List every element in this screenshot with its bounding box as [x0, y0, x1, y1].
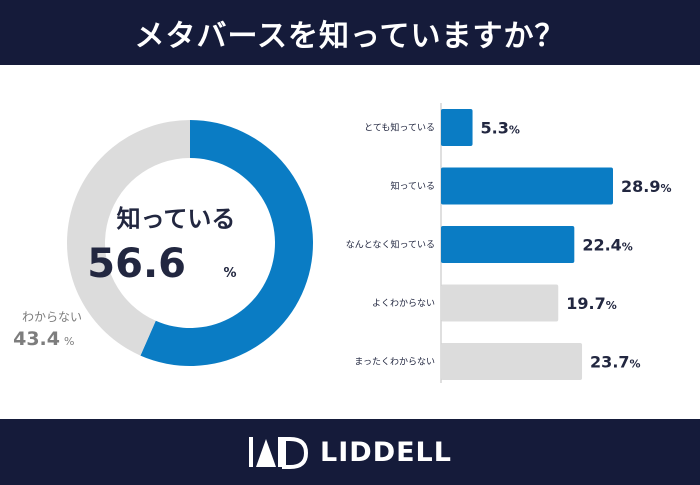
- bar-category-label: 知っている: [390, 180, 435, 192]
- bar-5: [441, 343, 583, 380]
- chart-title-bar: メタバースを知っていますか？: [0, 0, 700, 65]
- bar-1: [441, 109, 473, 146]
- bar-chart: とても知っている 5.3% 知っている 28.9% なんとなく知っている 22.4% よくわ…: [346, 103, 672, 383]
- brand-name: LIDDELL: [320, 436, 452, 468]
- donut-other-label: わからない: [22, 310, 82, 324]
- donut-other-value: 43.4: [13, 328, 60, 350]
- bar-4: [441, 284, 559, 322]
- donut-slice-know: [140, 120, 313, 366]
- bar-value-label: 5.3%: [481, 119, 520, 138]
- bar-category-label: よくわからない: [372, 298, 435, 309]
- donut-slice-unknown: [66, 120, 190, 356]
- donut-chart: 知っている 56.6 % わからない 43.4 %: [13, 120, 313, 366]
- bar-value-label: 19.7%: [566, 294, 617, 313]
- bar-value-label: 28.9%: [621, 177, 672, 196]
- bar-category-label: なんとなく知っている: [346, 239, 435, 251]
- bar-2: [441, 167, 613, 205]
- bar-category-label: とても知っている: [364, 122, 435, 134]
- liddell-logo-icon: [249, 437, 309, 469]
- bar-category-label: まったくわからない: [354, 357, 435, 368]
- bar-value-label: 22.4%: [582, 236, 633, 255]
- donut-center-unit: %: [223, 266, 236, 281]
- donut-center-label: 知っている: [117, 205, 236, 233]
- chart-title: メタバースを知っていますか？: [134, 18, 566, 54]
- footer-bar: LIDDELL: [0, 419, 700, 485]
- bar-3: [441, 226, 575, 263]
- donut-center-value: 56.6: [87, 241, 186, 287]
- bar-value-label: 23.7%: [590, 353, 641, 372]
- liddell-logo: LIDDELL: [248, 435, 452, 469]
- donut-other-unit: %: [64, 335, 74, 348]
